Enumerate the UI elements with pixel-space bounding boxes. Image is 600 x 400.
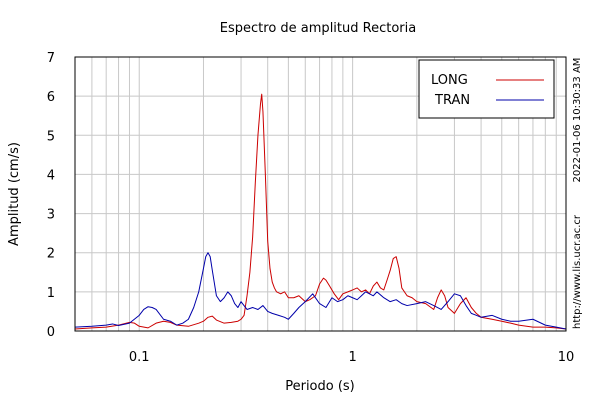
chart-title: Espectro de amplitud Rectoria (220, 21, 416, 36)
x-tick-labels: 0.1 1 10 (129, 350, 574, 365)
x-tick-label: 10 (558, 350, 575, 365)
y-tick-label: 1 (47, 286, 55, 301)
x-tick-label: 1 (348, 350, 356, 365)
x-axis-label: Periodo (s) (285, 379, 355, 394)
legend: LONG TRAN (418, 59, 555, 119)
x-tick-label: 0.1 (129, 350, 150, 365)
y-tick-label: 0 (47, 325, 55, 340)
timestamp-label: 2022-01-06 10:30:33 AM (572, 58, 583, 183)
y-axis-label: Amplitud (cm/s) (7, 142, 22, 246)
legend-label-tran: TRAN (434, 93, 470, 108)
x-grid (74, 57, 557, 331)
series-layer (74, 93, 567, 330)
y-tick-labels: 0 1 2 3 4 5 6 7 (47, 51, 55, 340)
y-tick-label: 5 (47, 129, 55, 144)
y-tick-label: 3 (47, 208, 55, 223)
series-line-tran (74, 252, 567, 330)
legend-box (418, 59, 555, 119)
y-tick-label: 2 (47, 247, 55, 262)
series-line-long (74, 93, 567, 330)
y-tick-label: 7 (47, 51, 55, 66)
y-tick-label: 4 (47, 168, 55, 183)
plot-frame (74, 56, 567, 332)
source-url-label: http://www.lis.ucr.ac.cr (572, 214, 583, 329)
y-tick-label: 6 (47, 90, 55, 105)
legend-label-long: LONG (431, 73, 468, 88)
